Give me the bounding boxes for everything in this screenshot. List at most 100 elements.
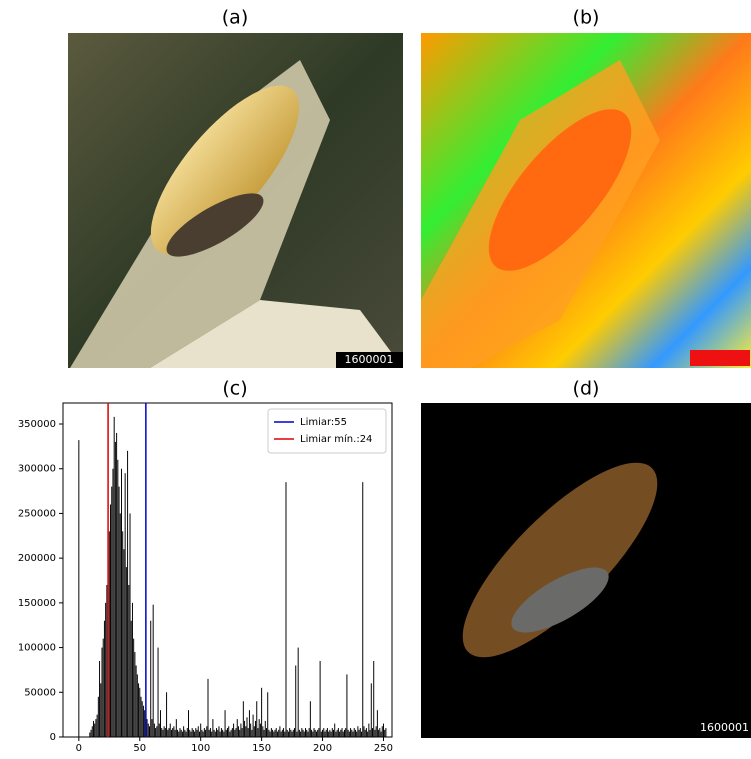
bar <box>343 732 344 737</box>
bar <box>245 726 246 737</box>
bar <box>304 732 305 737</box>
bar <box>216 728 217 737</box>
bar <box>253 715 254 737</box>
photo-a: 1600001 <box>68 33 403 368</box>
figure: (a) (b) (c) (d) 1600001 1600001 05000010… <box>0 0 751 755</box>
bar <box>288 732 289 737</box>
bar <box>192 728 193 737</box>
bar <box>306 730 307 737</box>
bar <box>374 730 375 737</box>
bar <box>327 728 328 737</box>
bar <box>264 730 265 737</box>
bar <box>203 732 204 737</box>
bar <box>184 730 185 737</box>
bar <box>366 728 367 737</box>
bar <box>275 730 276 737</box>
bar <box>357 726 358 737</box>
bar <box>349 732 350 737</box>
bar <box>335 732 336 737</box>
bar <box>290 730 291 737</box>
bar <box>337 730 338 737</box>
bar <box>176 719 177 737</box>
bar <box>126 567 127 737</box>
bar <box>257 728 258 737</box>
bar <box>250 724 251 737</box>
bar <box>228 726 229 737</box>
bar <box>112 469 113 737</box>
bar <box>103 639 104 737</box>
bar <box>301 728 302 737</box>
bar <box>221 728 222 737</box>
bar <box>193 730 194 737</box>
bar <box>223 732 224 737</box>
bar <box>381 732 382 737</box>
bar <box>144 710 145 737</box>
bar <box>384 730 385 737</box>
bar <box>262 726 263 737</box>
bar <box>91 730 92 737</box>
bar <box>287 730 288 737</box>
bar <box>220 732 221 737</box>
bar <box>249 710 250 737</box>
bar <box>276 728 277 737</box>
y-tick-label: 100000 <box>18 643 56 654</box>
bar <box>370 730 371 737</box>
y-tick-label: 250000 <box>18 508 56 519</box>
bar <box>105 603 106 737</box>
bar <box>281 732 282 737</box>
bar <box>344 730 345 737</box>
panel-label: (b) <box>573 7 600 29</box>
bar <box>312 732 313 737</box>
bar <box>94 724 95 737</box>
bar <box>211 732 212 737</box>
bar <box>195 728 196 737</box>
bar <box>315 730 316 737</box>
bar <box>134 652 135 737</box>
bar <box>298 648 299 737</box>
bar <box>222 730 223 737</box>
bar <box>111 487 112 737</box>
bar <box>326 730 327 737</box>
bar <box>286 482 287 737</box>
bar <box>133 639 134 737</box>
bar <box>363 726 364 737</box>
bar <box>265 721 266 737</box>
bar <box>361 732 362 737</box>
bar <box>255 721 256 737</box>
bar <box>208 679 209 737</box>
bar <box>189 730 190 737</box>
bar <box>309 728 310 737</box>
bar <box>159 724 160 737</box>
bar <box>190 732 191 737</box>
bar <box>362 482 363 737</box>
bar <box>98 697 99 737</box>
bar <box>99 661 100 737</box>
bar <box>160 710 161 737</box>
bar <box>240 724 241 737</box>
segmented-d: 1600001 <box>421 403 751 738</box>
bar <box>204 728 205 737</box>
bar <box>200 724 201 737</box>
bar <box>137 674 138 737</box>
y-tick-label: 200000 <box>18 553 56 564</box>
bar <box>114 417 115 737</box>
bar <box>138 683 139 737</box>
bar <box>379 728 380 737</box>
bar <box>125 473 126 737</box>
bar <box>136 665 137 737</box>
bar <box>353 732 354 737</box>
bar <box>179 728 180 737</box>
bar <box>320 661 321 737</box>
bar <box>121 469 122 737</box>
legend-box <box>268 409 386 453</box>
bar <box>311 730 312 737</box>
bar <box>218 726 219 737</box>
bar <box>164 726 165 737</box>
bar <box>183 726 184 737</box>
bar <box>371 683 372 737</box>
bar <box>278 730 279 737</box>
bar <box>150 621 151 737</box>
bar <box>95 719 96 737</box>
bar <box>170 724 171 737</box>
bar <box>331 732 332 737</box>
